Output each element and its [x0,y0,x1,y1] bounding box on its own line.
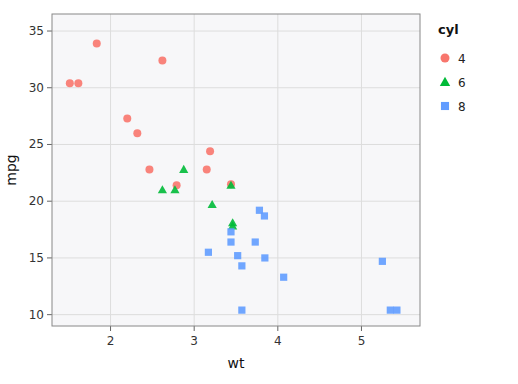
legend-entry: 6 [458,76,466,90]
tick-mark [194,326,195,331]
point [227,238,234,245]
point [179,165,188,173]
point [158,57,166,65]
point [133,129,141,137]
tick-label: 25 [29,137,44,151]
point [208,200,217,208]
legend-entry: 4 [458,52,466,66]
point [261,254,268,261]
point [261,212,268,219]
point [170,185,179,193]
tick-label: 20 [29,194,44,208]
tick-label: 5 [358,334,366,348]
y-axis-label: mpg [3,154,19,185]
plot-background [52,14,420,326]
point [379,258,386,265]
legend-marker [441,102,449,110]
legend-title: cyl [438,22,459,37]
tick-mark [47,144,52,145]
grid-line [52,144,420,145]
grid-line [52,201,420,202]
grid-line [277,14,278,326]
point [234,252,241,259]
grid-line [194,14,195,326]
tick-mark [47,31,52,32]
tick-label: 30 [29,81,44,95]
tick-label: 10 [29,308,44,322]
point [238,307,245,314]
grid-line [361,14,362,326]
grid-line [52,87,420,88]
plot-frame [52,14,420,326]
grid-line [52,31,420,32]
legend-marker [440,77,450,86]
point [206,147,214,155]
legend-entry: 8 [458,100,466,114]
tick-label: 2 [107,334,115,348]
x-axis-label: wt [228,355,245,371]
legend-marker [441,54,450,63]
tick-label: 3 [190,334,198,348]
point [205,249,212,256]
tick-mark [47,257,52,258]
point [238,262,245,269]
tick-mark [47,314,52,315]
tick-mark [361,326,362,331]
point [145,165,153,173]
point [93,39,101,47]
point [252,238,259,245]
point [387,307,394,314]
points [66,39,401,313]
point [393,307,400,314]
tick-mark [277,326,278,331]
tick-label: 35 [29,24,44,38]
tick-label: 4 [274,334,282,348]
legend: cyl 4 6 8 [438,22,466,114]
chart: 2 3 4 5 10 15 20 25 30 35 wt mpg cyl 4 6 8 [0,0,518,384]
point [66,79,74,87]
point [74,79,82,87]
tick-label: 15 [29,251,44,265]
grid-line [110,14,111,326]
point [280,274,287,281]
point [158,185,167,193]
tick-mark [110,326,111,331]
point [227,228,234,235]
point [227,180,235,188]
point [203,165,211,173]
grid-line [52,314,420,315]
point [226,181,235,189]
tick-mark [47,87,52,88]
tick-mark [47,201,52,202]
point [123,114,131,122]
